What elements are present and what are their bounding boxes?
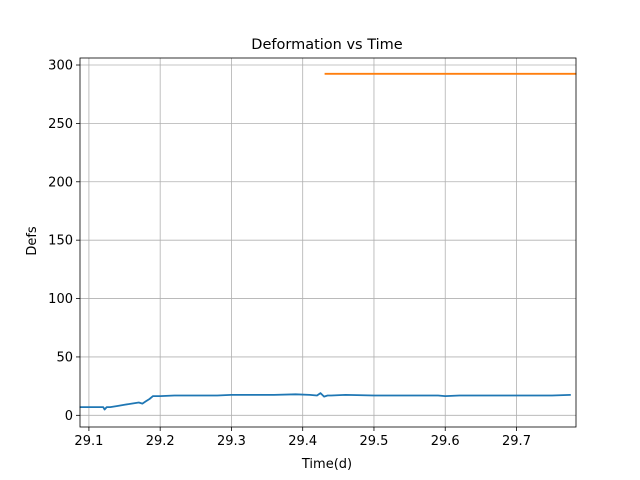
y-tick-label: 0 — [65, 409, 73, 424]
y-tick-label: 300 — [48, 59, 73, 74]
chart-title: Deformation vs Time — [251, 37, 402, 53]
x-tick-label: 29.2 — [146, 434, 175, 449]
y-tick-label: 100 — [48, 292, 73, 307]
ticks: 29.1 29.2 29.3 29.4 29.5 29.6 29.7 0 50 100 150 200… — [48, 59, 531, 449]
y-tick-label: 50 — [56, 350, 73, 365]
x-tick-label: 29.4 — [288, 434, 317, 449]
series-line-1 — [79, 392, 571, 411]
x-axis-label: Time(d) — [301, 457, 352, 472]
x-tick-label: 29.1 — [74, 434, 103, 449]
x-tick-label: 29.5 — [359, 434, 388, 449]
x-tick-label: 29.7 — [502, 434, 531, 449]
y-tick-label: 150 — [48, 234, 73, 249]
y-tick-label: 250 — [48, 117, 73, 132]
x-tick-label: 29.6 — [431, 434, 460, 449]
grid — [80, 58, 576, 427]
series-group — [79, 72, 577, 411]
plot-frame — [79, 57, 577, 428]
y-axis-label: Defs — [25, 226, 40, 256]
x-tick-label: 29.3 — [217, 434, 246, 449]
y-tick-label: 200 — [48, 175, 73, 190]
